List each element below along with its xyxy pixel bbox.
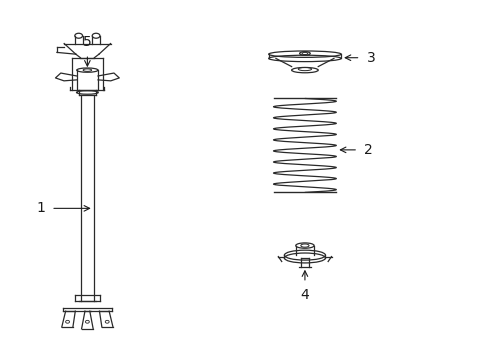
Text: 5: 5 bbox=[83, 35, 92, 49]
Text: 3: 3 bbox=[366, 51, 375, 65]
Text: 2: 2 bbox=[364, 143, 372, 157]
Text: 4: 4 bbox=[300, 288, 309, 302]
Text: 1: 1 bbox=[37, 201, 45, 215]
